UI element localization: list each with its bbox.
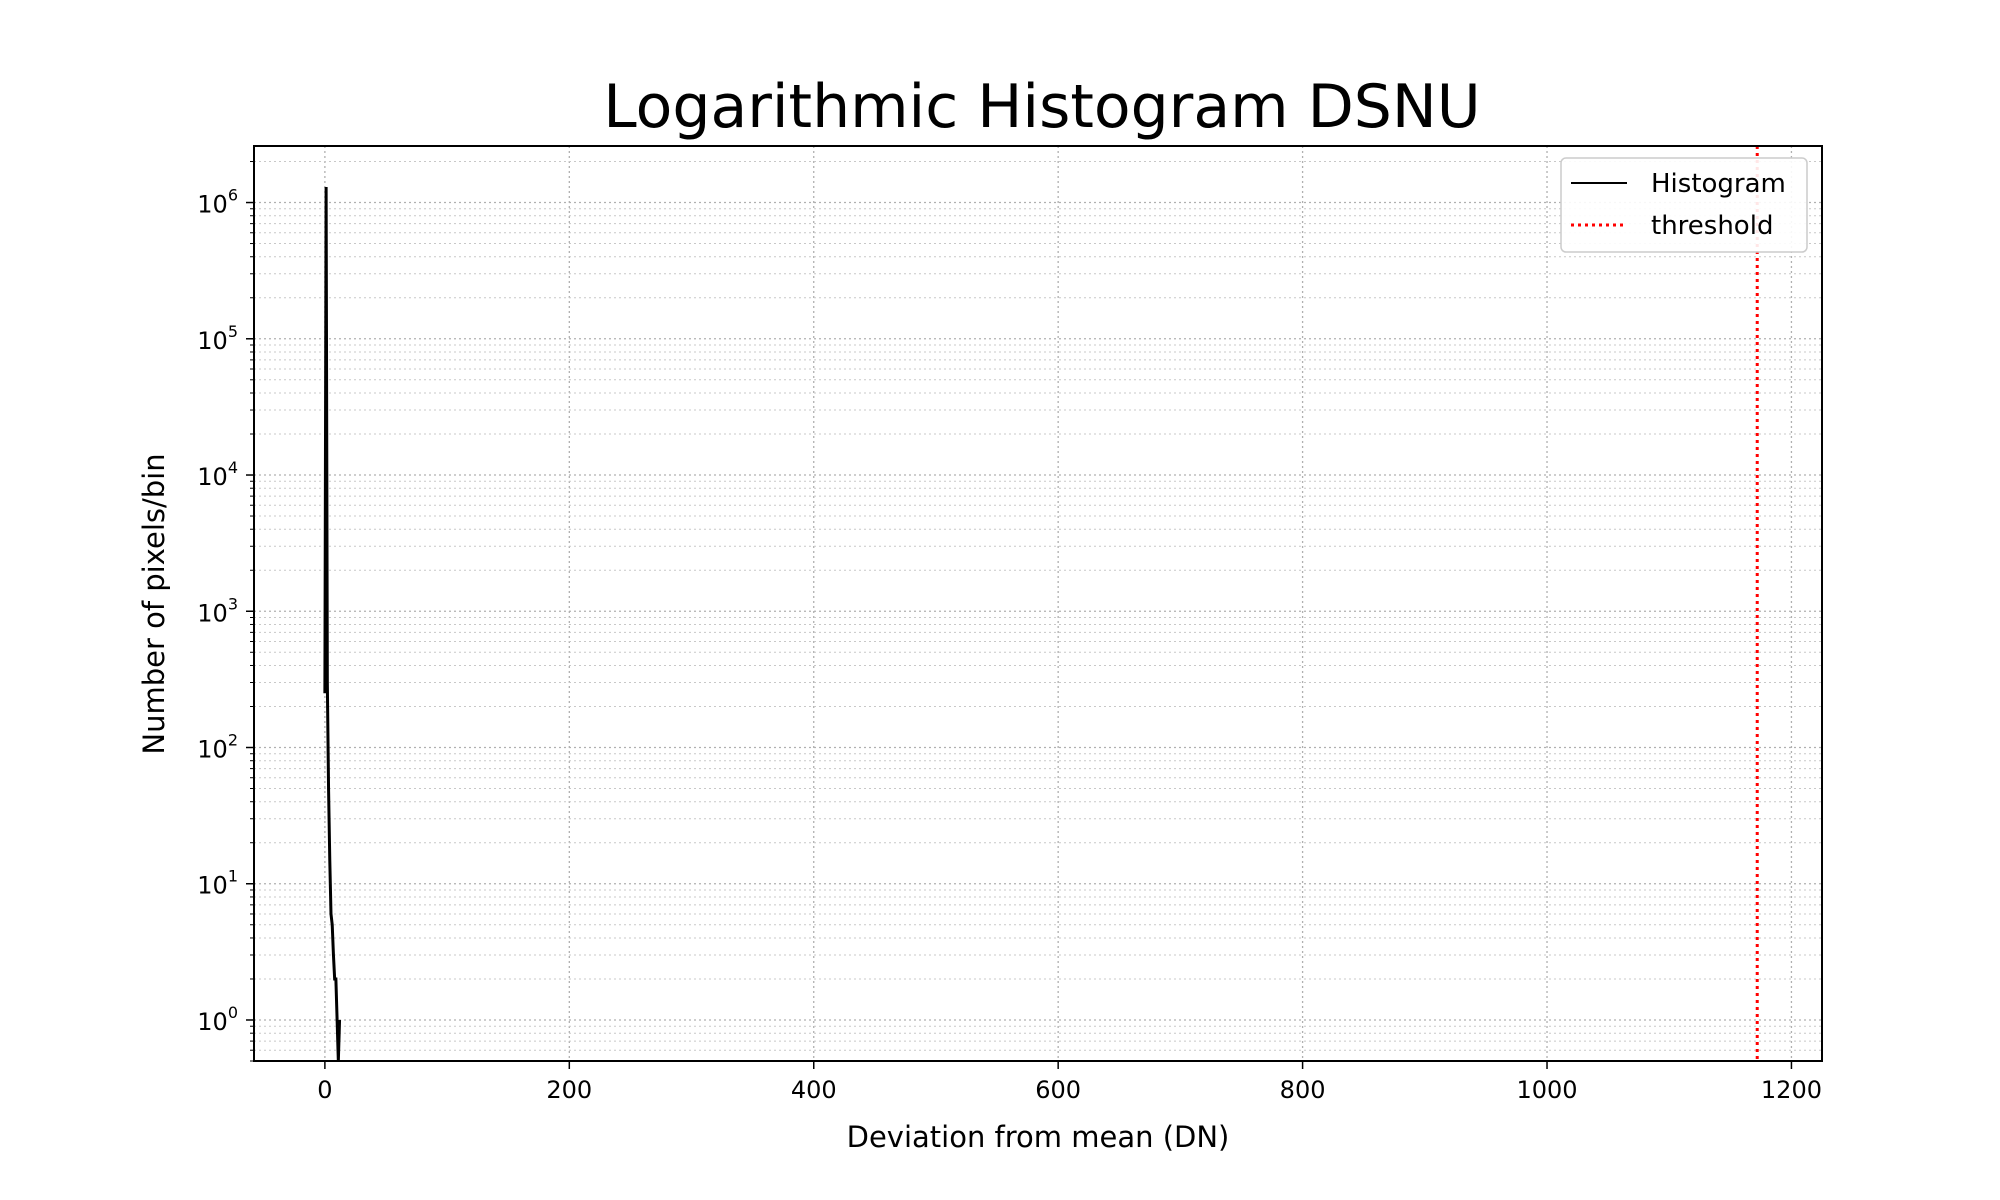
x-axis-ticks: 0 200 400 600 800 1000 1200 bbox=[317, 1061, 1822, 1104]
y-tick-label: 105 bbox=[197, 322, 238, 355]
y-axis-ticks: 100 101 102 103 104 105 106 bbox=[197, 161, 254, 1062]
x-tick-label: 800 bbox=[1280, 1076, 1326, 1104]
grid bbox=[254, 146, 1822, 1062]
x-axis-label: Deviation from mean (DN) bbox=[847, 1120, 1230, 1154]
x-tick-label: 1200 bbox=[1761, 1076, 1822, 1104]
y-tick-label: 101 bbox=[197, 867, 238, 900]
x-tick-label: 400 bbox=[791, 1076, 837, 1104]
legend-threshold-label: threshold bbox=[1651, 211, 1773, 241]
y-axis-label: Number of pixels/bin bbox=[137, 453, 171, 754]
x-tick-label: 0 bbox=[317, 1076, 332, 1104]
legend-box bbox=[1560, 157, 1808, 253]
legend-histogram-label: Histogram bbox=[1651, 169, 1786, 199]
y-tick-label: 100 bbox=[197, 1003, 238, 1036]
y-tick-label: 106 bbox=[197, 186, 238, 219]
y-tick-label: 103 bbox=[197, 594, 238, 627]
histogram-line bbox=[323, 187, 342, 1062]
x-tick-label: 200 bbox=[546, 1076, 592, 1104]
plot-series bbox=[323, 146, 1759, 1062]
y-tick-label: 104 bbox=[197, 458, 238, 491]
plot-frame bbox=[253, 145, 1823, 1062]
legend: Histogram threshold bbox=[1560, 157, 1808, 253]
y-tick-label: 102 bbox=[197, 731, 238, 764]
x-tick-label: 600 bbox=[1035, 1076, 1081, 1104]
chart-title: Logarithmic Histogram DSNU bbox=[603, 72, 1480, 142]
x-tick-label: 1000 bbox=[1516, 1076, 1577, 1104]
